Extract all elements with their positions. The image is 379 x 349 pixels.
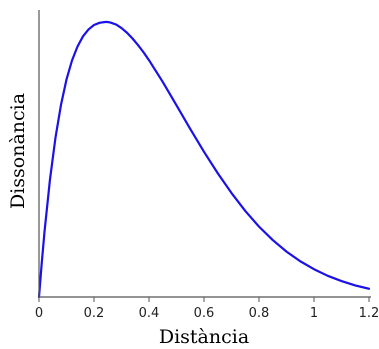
- x-tick-label: 0.2: [84, 306, 105, 321]
- x-tick-label: 1: [310, 306, 318, 321]
- series-line-0: [37, 20, 371, 299]
- x-tick-label: 0.8: [249, 306, 270, 321]
- x-tick-label: 0: [35, 306, 43, 321]
- y-axis-title: Dissonància: [7, 93, 29, 209]
- x-tick-label: 1.2: [359, 306, 379, 321]
- plot-area: [37, 20, 371, 299]
- x-ticks: 0 0.2 0.4 0.6 0.8 1 1.2: [35, 297, 379, 321]
- x-tick-label: 0.4: [139, 306, 160, 321]
- x-tick-label: 0.6: [194, 306, 215, 321]
- x-axis-title: Distància: [159, 326, 249, 348]
